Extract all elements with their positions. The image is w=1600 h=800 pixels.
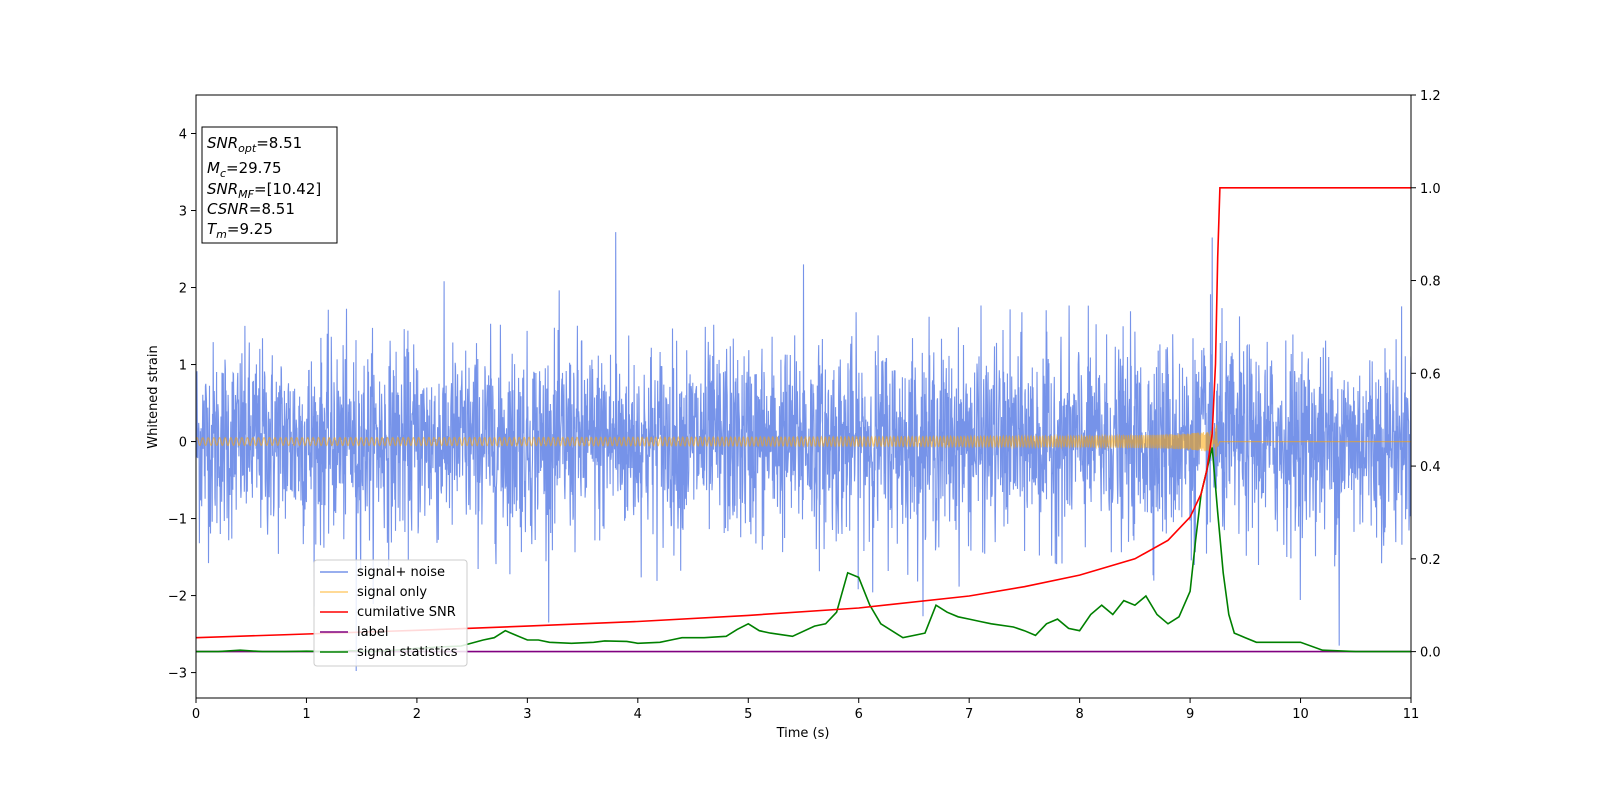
y-tick-label: −3 (168, 667, 187, 682)
x-tick-label: 11 (1403, 707, 1420, 722)
y-tick-label: 2 (179, 282, 187, 297)
x-tick-label: 5 (744, 707, 752, 722)
y2-tick-label: 0.8 (1420, 275, 1441, 290)
x-tick-label: 7 (965, 707, 973, 722)
x-axis-ticks: 0 1 2 3 4 5 6 7 8 9 10 11 (192, 698, 1419, 722)
svg-text:label: label (357, 625, 388, 640)
legend-item-signal-noise: signal+ noise (320, 565, 445, 580)
x-tick-label: 6 (855, 707, 863, 722)
x-tick-label: 3 (523, 707, 531, 722)
y2-tick-label: 0.4 (1420, 460, 1441, 475)
y-tick-label: 1 (179, 359, 187, 374)
x-tick-label: 9 (1186, 707, 1194, 722)
info-tm: Tm=9.25 (207, 220, 273, 241)
series-cumilative-snr-line (196, 187, 1411, 639)
y-axis-label: Whitened strain (146, 345, 161, 448)
y2-tick-label: 0.2 (1420, 553, 1441, 568)
info-snr-mf: SNRMF=[10.42] (207, 180, 321, 201)
y2-tick-label: 1.2 (1420, 89, 1441, 104)
info-snr-opt: SNRopt=8.51 (207, 134, 302, 155)
x-tick-label: 1 (302, 707, 310, 722)
info-csnr: CSNR=8.51 (207, 200, 295, 218)
y-tick-label: −2 (168, 590, 187, 605)
legend: signal+ noise signal only cumilative SNR… (313, 559, 468, 667)
series-signal-noise-line (196, 232, 1411, 672)
svg-text:signal+ noise: signal+ noise (357, 565, 445, 580)
x-tick-label: 8 (1075, 707, 1083, 722)
x-axis-label: Time (s) (776, 726, 830, 741)
y-tick-label: 3 (179, 205, 187, 220)
y-tick-label: 0 (179, 436, 187, 451)
svg-text:cumilative SNR: cumilative SNR (357, 605, 456, 620)
info-box: SNRopt=8.51 Mc=29.75 SNRMF=[10.42] CSNR=… (201, 126, 338, 244)
legend-item-signal-statistics: signal statistics (320, 645, 458, 660)
y-tick-label: −1 (168, 513, 187, 528)
info-mc: Mc=29.75 (207, 159, 282, 180)
plot-frame (195, 94, 1412, 699)
x-tick-label: 4 (634, 707, 642, 722)
x-tick-label: 0 (192, 707, 200, 722)
y2-tick-label: 1.0 (1420, 182, 1441, 197)
y-axis-ticks: −3 −2 −1 0 1 2 3 4 (168, 128, 196, 682)
legend-item-label: label (320, 625, 388, 640)
svg-text:signal statistics: signal statistics (357, 645, 458, 660)
y2-axis-ticks: 0.0 0.2 0.4 0.6 0.8 1.0 1.2 (1411, 89, 1441, 661)
legend-item-cumilative-snr: cumilative SNR (320, 605, 456, 620)
x-tick-label: 2 (413, 707, 421, 722)
y2-tick-label: 0.6 (1420, 367, 1441, 382)
legend-item-signal-only: signal only (320, 585, 427, 600)
series-signal-only-line (196, 424, 1411, 457)
svg-text:signal only: signal only (357, 585, 427, 600)
x-tick-label: 10 (1292, 707, 1309, 722)
y-tick-label: 4 (179, 128, 187, 143)
y2-tick-label: 0.0 (1420, 646, 1441, 661)
